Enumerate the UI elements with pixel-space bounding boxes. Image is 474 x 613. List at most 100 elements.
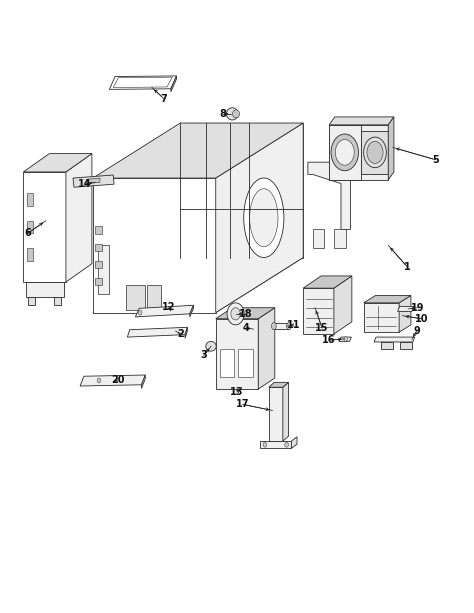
Polygon shape: [269, 383, 289, 387]
Polygon shape: [329, 117, 394, 125]
Ellipse shape: [206, 341, 216, 351]
Polygon shape: [216, 123, 303, 313]
Polygon shape: [329, 125, 388, 180]
Circle shape: [263, 442, 267, 447]
Ellipse shape: [227, 108, 238, 120]
Text: 11: 11: [287, 320, 301, 330]
Text: 16: 16: [322, 335, 336, 345]
Polygon shape: [381, 342, 393, 349]
Text: 4: 4: [243, 323, 250, 333]
Polygon shape: [27, 248, 33, 261]
Polygon shape: [238, 349, 253, 377]
Polygon shape: [399, 295, 411, 332]
Polygon shape: [26, 282, 64, 297]
Polygon shape: [27, 221, 33, 233]
Text: 2: 2: [177, 329, 183, 339]
Polygon shape: [329, 125, 361, 180]
Ellipse shape: [250, 189, 278, 247]
Polygon shape: [23, 172, 66, 282]
Circle shape: [285, 442, 289, 447]
Polygon shape: [260, 441, 292, 448]
Polygon shape: [374, 337, 415, 342]
Ellipse shape: [244, 178, 284, 257]
Text: 17: 17: [236, 399, 249, 409]
Polygon shape: [95, 243, 102, 251]
Polygon shape: [339, 337, 351, 341]
Text: 19: 19: [411, 303, 424, 313]
Polygon shape: [283, 383, 289, 441]
Polygon shape: [246, 327, 261, 332]
Polygon shape: [185, 327, 187, 338]
Text: 9: 9: [413, 326, 420, 336]
Polygon shape: [258, 308, 275, 389]
Circle shape: [97, 378, 101, 383]
Text: 15: 15: [315, 323, 329, 333]
Text: 5: 5: [432, 154, 439, 165]
Text: 12: 12: [162, 302, 175, 311]
Polygon shape: [93, 257, 303, 313]
Polygon shape: [400, 342, 412, 349]
Polygon shape: [73, 175, 114, 187]
Polygon shape: [361, 131, 388, 173]
Text: 14: 14: [78, 179, 91, 189]
Polygon shape: [313, 229, 324, 248]
Polygon shape: [219, 349, 234, 377]
Ellipse shape: [367, 142, 383, 164]
Polygon shape: [364, 295, 411, 303]
Text: 3: 3: [201, 351, 207, 360]
Polygon shape: [95, 226, 102, 234]
Ellipse shape: [233, 110, 239, 118]
Polygon shape: [269, 387, 283, 441]
Polygon shape: [128, 327, 187, 337]
Polygon shape: [364, 303, 399, 332]
Polygon shape: [216, 308, 275, 319]
Text: 20: 20: [111, 375, 125, 385]
Circle shape: [344, 337, 347, 341]
Text: 18: 18: [239, 309, 252, 319]
Polygon shape: [303, 276, 352, 288]
Polygon shape: [388, 117, 394, 180]
Ellipse shape: [272, 322, 276, 330]
Text: 7: 7: [160, 94, 167, 104]
Circle shape: [138, 310, 142, 315]
Polygon shape: [180, 123, 303, 257]
Polygon shape: [136, 305, 193, 317]
Polygon shape: [98, 245, 109, 294]
Polygon shape: [171, 76, 176, 92]
Polygon shape: [28, 297, 35, 305]
Polygon shape: [190, 305, 193, 317]
Text: 13: 13: [230, 387, 244, 397]
Text: 10: 10: [415, 314, 428, 324]
Polygon shape: [109, 76, 176, 89]
Ellipse shape: [335, 140, 354, 166]
Polygon shape: [216, 319, 258, 389]
Polygon shape: [142, 375, 146, 389]
Polygon shape: [308, 162, 350, 229]
Polygon shape: [66, 154, 92, 282]
Circle shape: [231, 308, 240, 320]
Polygon shape: [87, 178, 100, 183]
Polygon shape: [95, 278, 102, 285]
Polygon shape: [126, 285, 145, 310]
Polygon shape: [93, 123, 303, 178]
Polygon shape: [274, 323, 289, 329]
Polygon shape: [334, 229, 346, 248]
Polygon shape: [54, 297, 61, 305]
Text: 8: 8: [219, 109, 226, 119]
Polygon shape: [334, 276, 352, 334]
Polygon shape: [27, 193, 33, 205]
Ellipse shape: [364, 137, 386, 168]
Text: 6: 6: [25, 228, 31, 238]
Polygon shape: [95, 261, 102, 268]
Polygon shape: [292, 437, 297, 448]
Circle shape: [227, 303, 244, 325]
Ellipse shape: [287, 322, 292, 330]
Polygon shape: [147, 285, 161, 310]
Text: 1: 1: [404, 262, 410, 272]
Polygon shape: [23, 154, 92, 172]
Polygon shape: [303, 288, 334, 334]
Polygon shape: [398, 306, 414, 311]
Polygon shape: [80, 375, 146, 386]
Polygon shape: [93, 178, 216, 313]
Polygon shape: [113, 77, 172, 88]
